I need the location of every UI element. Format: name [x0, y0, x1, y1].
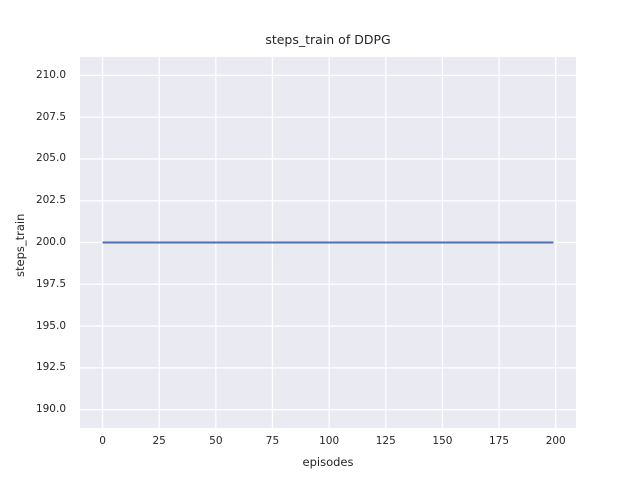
y-tick-label: 197.5	[35, 277, 66, 290]
x-tick-label: 75	[265, 435, 280, 447]
y-tick-label: 202.5	[35, 194, 66, 207]
y-tick-label: 190.0	[35, 403, 66, 416]
x-tick-label: 150	[432, 435, 453, 447]
x-tick-label: 100	[319, 435, 340, 447]
x-tick-label: 200	[545, 435, 566, 447]
x-tick-label: 125	[375, 435, 396, 447]
x-tick-label: 175	[489, 435, 510, 447]
y-tick-label: 210.0	[35, 68, 66, 81]
y-tick-label: 200.0	[35, 236, 66, 248]
y-tick-label: 205.0	[35, 152, 66, 165]
y-tick-label: 192.5	[35, 361, 66, 374]
y-tick-label: 207.5	[35, 110, 66, 123]
x-tick-label: 25	[152, 435, 166, 447]
y-tick-label: 195.0	[35, 319, 66, 332]
x-axis-label: episodes	[302, 455, 354, 469]
x-tick-label: 50	[209, 435, 223, 447]
x-tick-label: 0	[99, 435, 106, 447]
chart-title: steps_train of DDPG	[265, 32, 391, 47]
